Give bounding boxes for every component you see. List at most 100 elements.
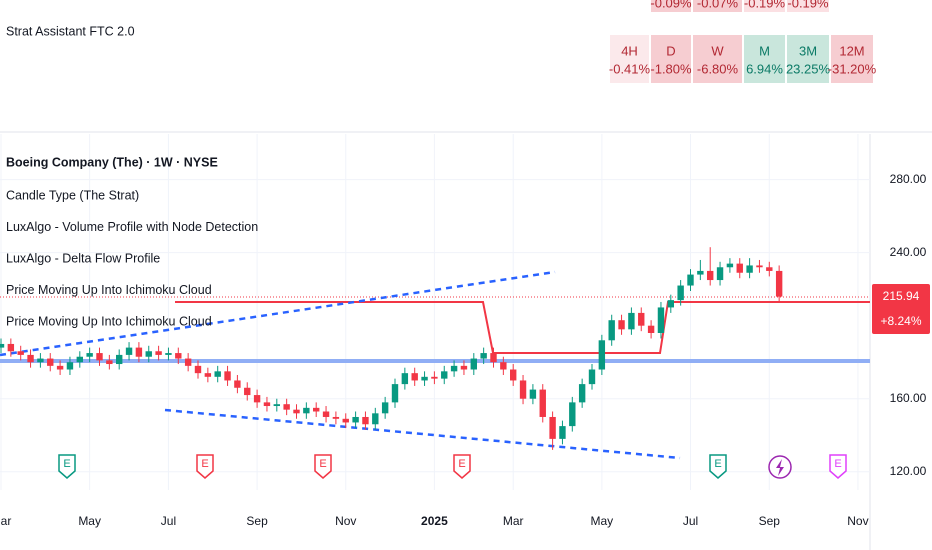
candle-body [322, 411, 330, 417]
candles [0, 247, 783, 450]
candle-body [510, 369, 517, 381]
x-tick-label: May [78, 514, 101, 528]
table-cell [693, 35, 742, 83]
change-label: +8.24% [880, 314, 921, 328]
candle-body [7, 343, 15, 352]
candle-body [76, 356, 83, 363]
y-tick-label: 280.00 [890, 172, 927, 186]
candle-body [657, 307, 665, 333]
candle-body [775, 270, 783, 297]
y-tick-label: 240.00 [890, 245, 927, 259]
candle-body [519, 380, 527, 399]
earnings-marker [58, 454, 76, 479]
candle-body [273, 404, 280, 407]
candle-body [165, 353, 172, 355]
candle-body [135, 347, 143, 357]
last-price-label: 215.94 [883, 289, 920, 303]
table-value: -6.80% [697, 61, 739, 76]
candle-body [37, 358, 44, 363]
candle-body [145, 351, 152, 357]
candle-body [687, 274, 694, 286]
table-value: 23.25% [786, 61, 831, 76]
candle-body [746, 265, 753, 273]
table-value: 6.94% [746, 61, 783, 76]
candle-body [588, 369, 596, 385]
price-label-box [872, 284, 930, 334]
candle-body [224, 371, 231, 381]
candle-body [539, 389, 546, 417]
trend-line [164, 408, 681, 460]
candle-body [352, 416, 359, 423]
candle-body [450, 365, 458, 372]
candle-body [204, 373, 212, 377]
candle-body [96, 353, 103, 361]
candle-body [106, 360, 113, 365]
candle-body [707, 270, 714, 281]
x-tick-label: Jul [683, 514, 698, 528]
table-header: W [711, 43, 724, 58]
indicator-name: Candle Type (The Strat) [6, 188, 139, 202]
candle-body [155, 351, 162, 355]
candle-body [726, 263, 734, 268]
table-cell [610, 35, 649, 83]
candle-body [17, 351, 24, 355]
candle-body [490, 353, 497, 363]
table-cell [693, 0, 742, 12]
table-cell [651, 35, 691, 83]
trend-line [0, 270, 556, 357]
table-cell [787, 35, 829, 83]
candle-body [263, 402, 271, 407]
candle-body [618, 320, 625, 330]
table-header: 4H [621, 43, 638, 58]
candle-body [381, 402, 389, 414]
candle-body [283, 404, 290, 410]
x-tick-label: May [591, 514, 614, 528]
candle-body [529, 389, 537, 399]
candle-body [116, 354, 123, 365]
y-tick-label: 120.00 [890, 464, 927, 478]
table-value: -0.41% [609, 61, 651, 76]
table-cell [744, 0, 785, 12]
earnings-marker [829, 454, 847, 479]
candle-body [372, 413, 379, 425]
indicator-name: LuxAlgo - Delta Flow Profile [6, 251, 160, 265]
candle-body [313, 407, 320, 412]
candle-body [47, 358, 54, 366]
earnings-label: E [201, 458, 208, 470]
earnings-marker [196, 454, 214, 479]
candle-body [441, 371, 448, 379]
candle-body [362, 416, 369, 425]
candle-body [421, 376, 428, 381]
earnings-marker [453, 454, 471, 479]
candle-body [431, 376, 438, 379]
x-tick-label: 2025 [421, 514, 448, 528]
indicator-name: Price Moving Up Into Ichimoku Cloud [6, 314, 212, 328]
table-value: -0.07% [697, 0, 739, 10]
candle-body [628, 312, 635, 330]
candle-body [214, 371, 221, 377]
earnings-label: E [458, 458, 465, 470]
candle-body [391, 384, 399, 403]
candle-body [332, 416, 340, 419]
x-tick-label: Sep [246, 514, 268, 528]
y-tick-label: 160.00 [890, 391, 927, 405]
candle-body [401, 373, 409, 385]
candle-body [638, 312, 645, 326]
table-cell [831, 35, 873, 83]
candle-body [470, 358, 477, 370]
table-cell [651, 0, 691, 12]
candle-body [766, 267, 773, 271]
candle-body [0, 343, 5, 348]
candle-body [460, 365, 468, 370]
ftc-table: -0.09% -0.07% -0.19% -0.19% 4H -0.41% D -1.80% W… [609, 0, 877, 83]
chart-title: Boeing Company (The) · 1W · NYSE [6, 155, 218, 169]
candle-body [194, 365, 202, 374]
earnings-label: E [319, 458, 326, 470]
candle-body [667, 300, 674, 308]
x-tick-label: Nov [335, 514, 356, 528]
grid [0, 134, 870, 490]
x-tick-label: Nov [847, 514, 868, 528]
table-cell [787, 0, 829, 12]
candle-body [342, 418, 349, 423]
